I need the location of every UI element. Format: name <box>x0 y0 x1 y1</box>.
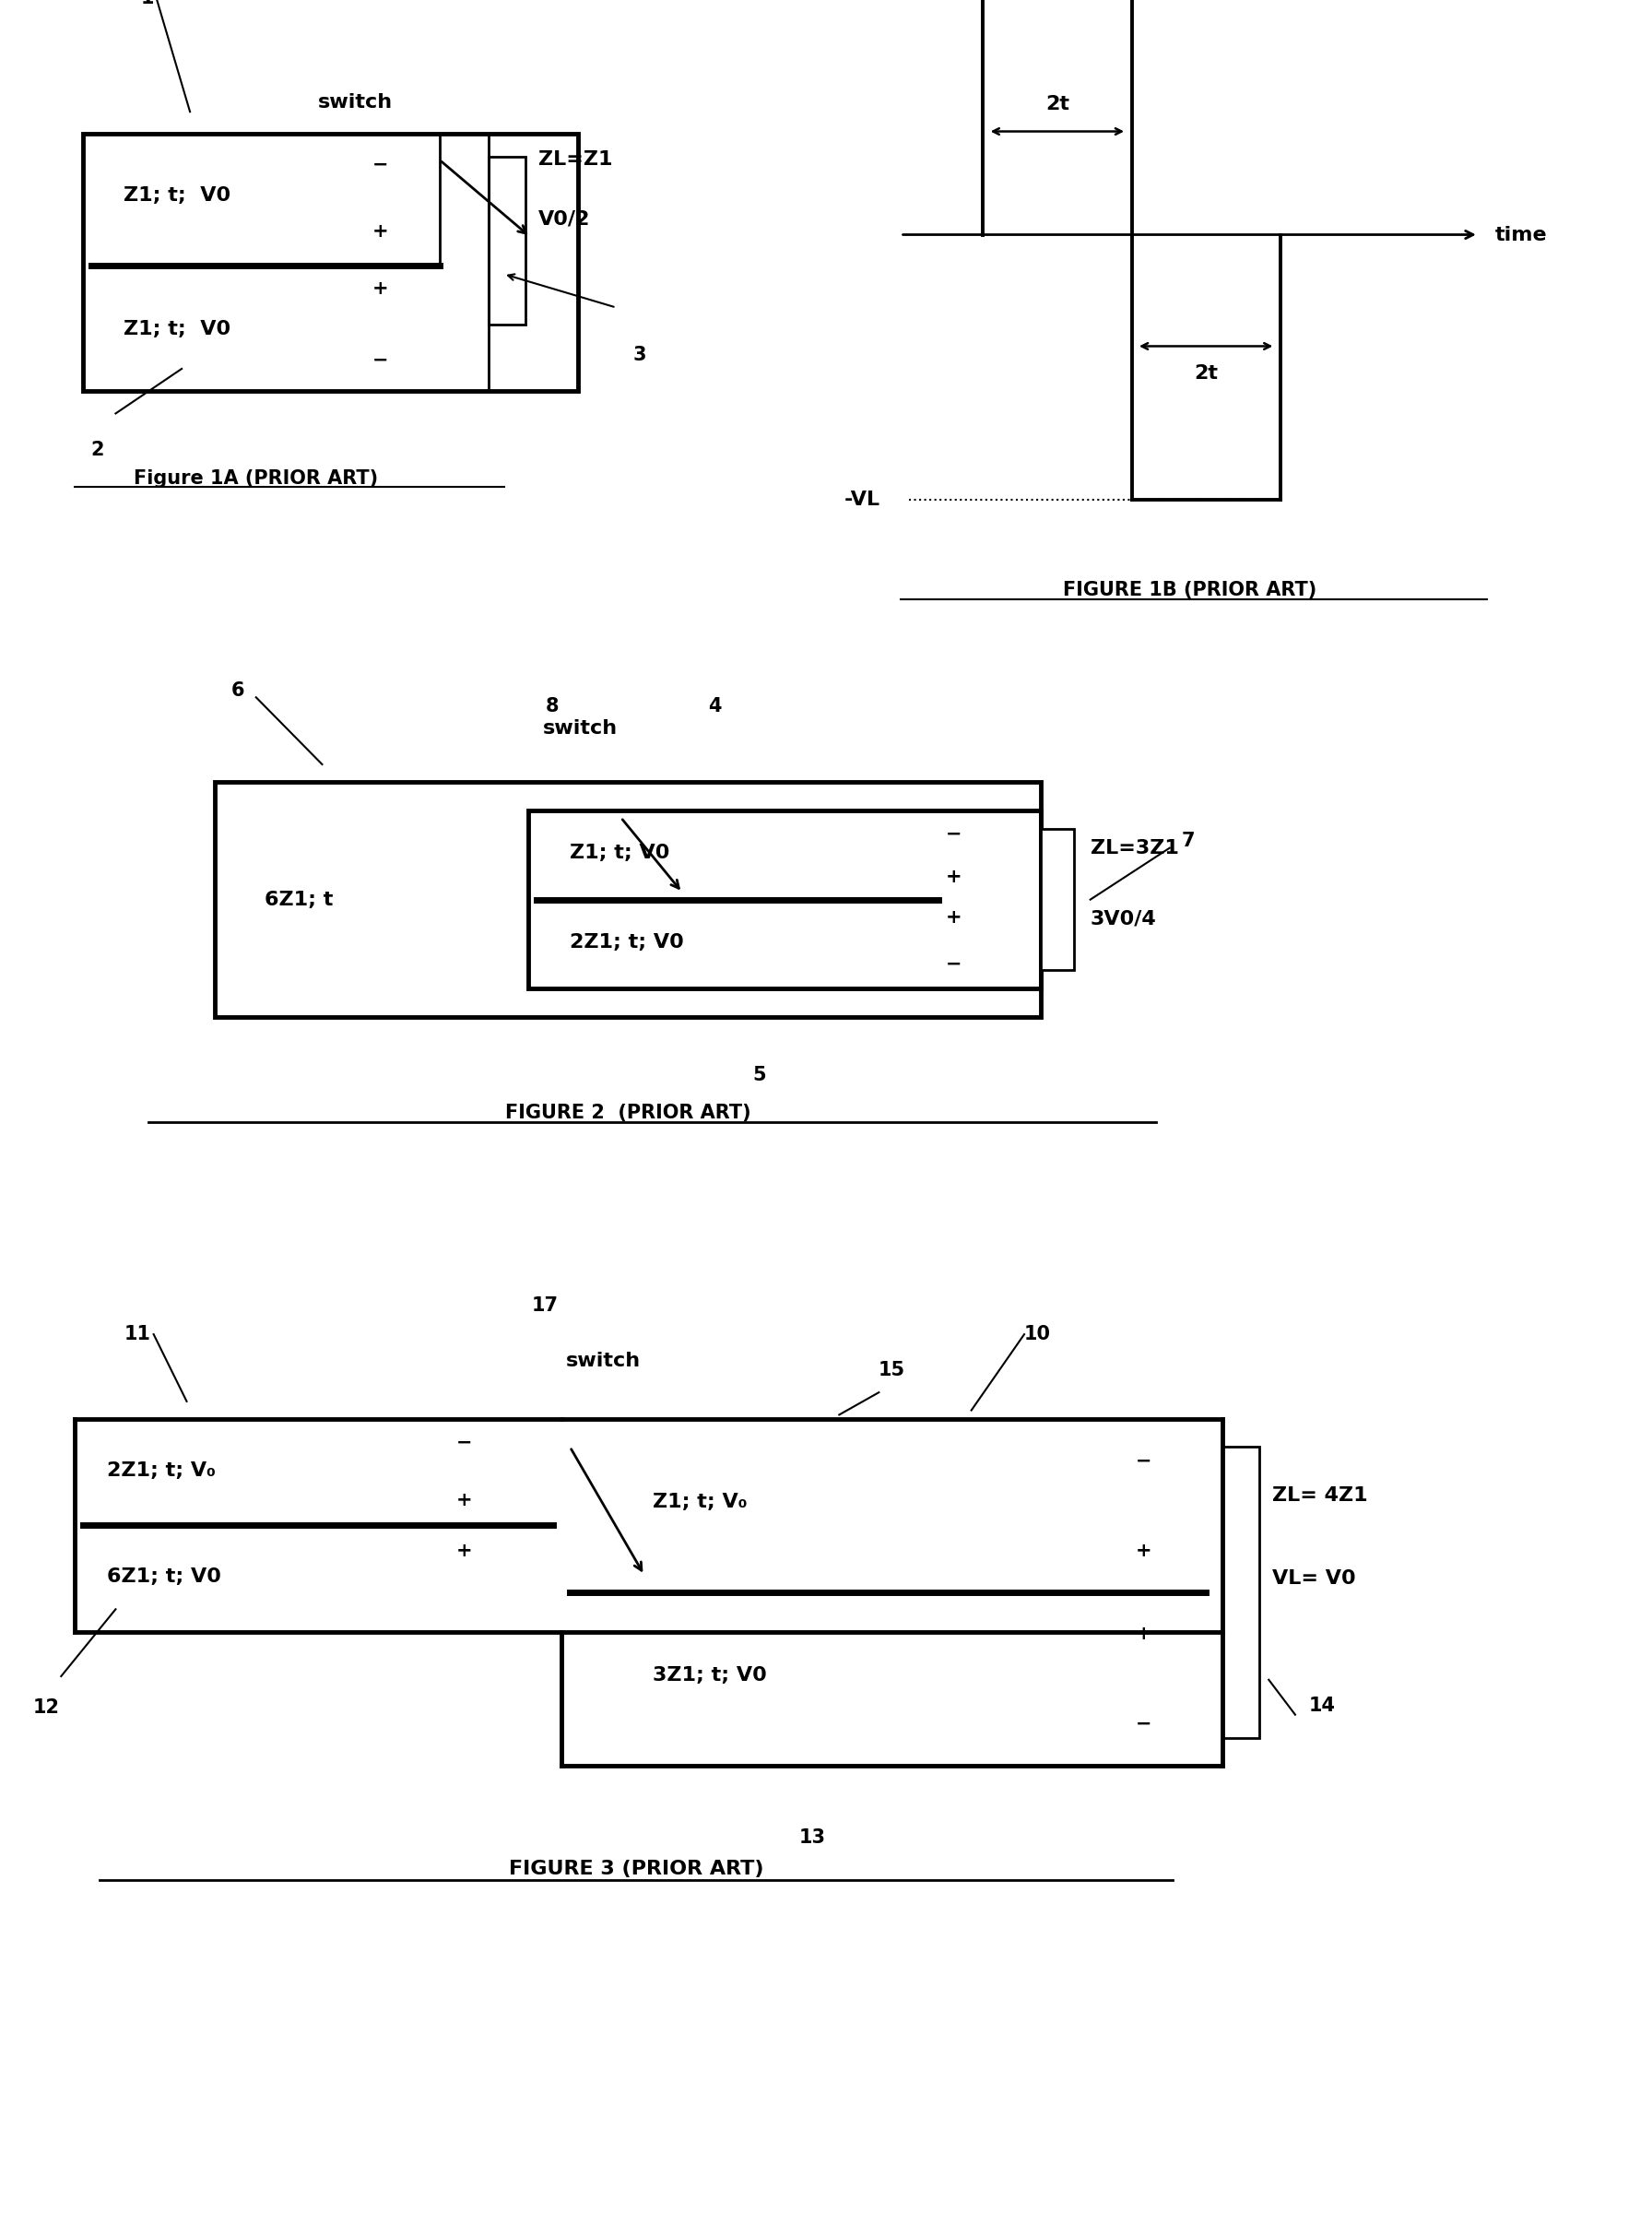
Text: +: + <box>1135 1542 1151 1560</box>
Text: +: + <box>372 279 388 297</box>
Text: 15: 15 <box>879 1361 905 1379</box>
Text: 3: 3 <box>633 346 646 364</box>
Text: 17: 17 <box>532 1296 558 1314</box>
Text: time: time <box>1495 226 1548 244</box>
Text: +: + <box>372 224 388 241</box>
Text: Z1; t;  V0: Z1; t; V0 <box>124 186 231 206</box>
Bar <box>83 134 578 391</box>
Text: 4: 4 <box>707 697 722 715</box>
Text: ZL=3Z1: ZL=3Z1 <box>1090 838 1180 858</box>
Text: −: − <box>945 825 961 843</box>
Text: −: − <box>1135 1714 1151 1734</box>
Bar <box>529 811 1041 988</box>
Text: Z1; t;  V0: Z1; t; V0 <box>124 320 231 340</box>
Bar <box>215 782 1041 1017</box>
Text: 2t: 2t <box>1194 364 1218 382</box>
Text: -VL: -VL <box>844 492 881 510</box>
Bar <box>1041 829 1074 970</box>
Text: VL= V0: VL= V0 <box>1272 1569 1356 1587</box>
Text: +: + <box>456 1542 472 1560</box>
Text: 7: 7 <box>1181 831 1194 849</box>
Text: +: + <box>945 907 961 928</box>
Text: FIGURE 1B (PRIOR ART): FIGURE 1B (PRIOR ART) <box>1062 581 1317 599</box>
Text: +: + <box>456 1491 472 1509</box>
Text: switch: switch <box>565 1352 641 1370</box>
Text: Z1; t; V0: Z1; t; V0 <box>570 845 669 863</box>
Text: 6: 6 <box>231 682 244 700</box>
Text: 6Z1; t; V0: 6Z1; t; V0 <box>107 1567 221 1585</box>
Text: 3Z1; t; V0: 3Z1; t; V0 <box>653 1667 767 1685</box>
Text: 13: 13 <box>800 1828 826 1846</box>
Text: 2Z1; t; V₀: 2Z1; t; V₀ <box>107 1462 216 1480</box>
Text: 14: 14 <box>1308 1696 1335 1714</box>
Text: 5: 5 <box>752 1066 767 1084</box>
Text: 3V0/4: 3V0/4 <box>1090 910 1156 928</box>
Text: ZL= 4Z1: ZL= 4Z1 <box>1272 1486 1368 1504</box>
Text: switch: switch <box>542 720 618 738</box>
Text: FIGURE 2  (PRIOR ART): FIGURE 2 (PRIOR ART) <box>506 1104 750 1122</box>
Text: −: − <box>945 954 961 972</box>
Text: 2Z1; t; V0: 2Z1; t; V0 <box>570 934 684 952</box>
Text: −: − <box>1135 1451 1151 1471</box>
Text: 11: 11 <box>124 1325 150 1343</box>
Bar <box>1222 1446 1259 1739</box>
Text: V0/2: V0/2 <box>539 210 590 228</box>
Text: 8: 8 <box>545 697 558 715</box>
Text: Z1; t; V₀: Z1; t; V₀ <box>653 1493 747 1511</box>
Text: −: − <box>456 1433 472 1453</box>
Text: ZL=Z1: ZL=Z1 <box>539 150 613 170</box>
Text: 2t: 2t <box>1046 96 1069 114</box>
Text: −: − <box>372 156 388 174</box>
Text: 2: 2 <box>91 440 104 458</box>
Bar <box>489 156 525 324</box>
Text: 12: 12 <box>33 1699 59 1716</box>
Text: +: + <box>1135 1625 1151 1643</box>
Text: switch: switch <box>317 94 393 112</box>
Text: 6Z1; t: 6Z1; t <box>264 890 334 910</box>
Text: 10: 10 <box>1024 1325 1051 1343</box>
Text: 1: 1 <box>140 0 154 7</box>
Text: +: + <box>945 867 961 885</box>
Text: −: − <box>372 351 388 369</box>
Text: Figure 1A (PRIOR ART): Figure 1A (PRIOR ART) <box>134 469 378 487</box>
Text: FIGURE 3 (PRIOR ART): FIGURE 3 (PRIOR ART) <box>509 1860 763 1877</box>
